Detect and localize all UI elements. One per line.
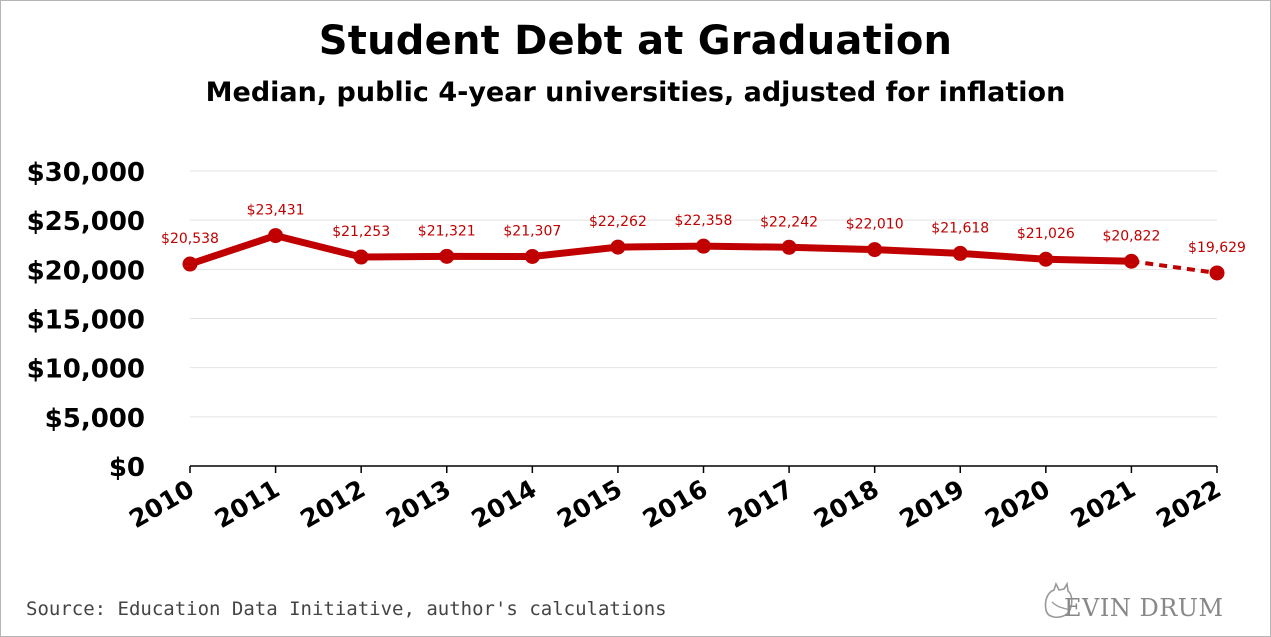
data-label: $20,822 [1102,228,1160,244]
chart-subtitle: Median, public 4-year universities, adju… [205,77,1066,108]
data-point [439,248,455,264]
data-point [268,228,284,244]
series-line-dashed [1131,259,1218,275]
x-axis: 2010 2011 2012 2013 2014 2015 2016 2017 2018 2019… [124,465,1226,534]
data-label: $21,321 [418,223,476,239]
data-label: $22,010 [846,217,904,233]
data-point [1209,265,1225,281]
data-point [696,238,711,254]
data-point [867,242,883,258]
y-tick-label: $0 [109,453,145,483]
x-tick-label: 2012 [295,474,370,534]
series-line [188,232,1218,275]
data-point [610,239,626,255]
data-point [182,256,198,272]
data-point [952,245,968,261]
x-tick-label: 2011 [210,474,285,534]
x-tick-label: 2016 [638,474,713,534]
y-axis-ticks: $0 $5,000 $10,000 $15,000 $20,000 $25,000 $30,… [27,158,145,483]
data-label: $21,026 [1017,226,1075,242]
data-label: $21,307 [503,223,561,239]
data-label: $21,253 [332,224,390,240]
gridlines [190,170,1217,418]
data-labels: $20,538 $23,431 $21,253 $21,321 $21,307 $22,2… [161,203,1246,256]
y-tick-label: $10,000 [27,355,145,385]
data-label: $21,618 [931,220,989,236]
data-point [524,248,540,264]
data-label: $19,629 [1188,240,1246,256]
x-tick-label: 2019 [894,474,969,534]
y-tick-label: $25,000 [27,207,145,237]
x-tick-label: 2022 [1151,474,1226,534]
x-tick-label: 2021 [1066,474,1141,534]
x-tick-label: 2013 [381,474,456,534]
x-tick-label: 2010 [124,474,199,534]
data-label: $23,431 [247,203,305,219]
y-tick-label: $5,000 [45,404,145,434]
data-point [1123,253,1139,269]
data-point [781,239,797,255]
x-tick-label: 2020 [980,474,1055,534]
x-tick-label: 2014 [467,474,542,534]
y-tick-label: $30,000 [27,158,145,188]
data-point [1038,251,1054,267]
data-label: $22,242 [760,214,818,230]
source-note: Source: Education Data Initiative, autho… [26,598,667,620]
x-tick-label: 2015 [552,474,627,534]
x-tick-label: 2018 [809,474,884,534]
y-tick-label: $20,000 [27,256,145,286]
data-label: $20,538 [161,231,219,247]
data-point [353,249,369,265]
y-tick-label: $15,000 [27,306,145,336]
series-points [182,228,1225,281]
brand-name: EVIN DRUM [1064,594,1224,622]
brand-logo: EVIN DRUM [1040,580,1240,624]
data-label: $22,358 [675,213,733,229]
x-tick-label: 2017 [723,474,798,534]
chart-title: Student Debt at Graduation [318,18,953,64]
data-label: $22,262 [589,214,647,230]
series-line-solid [188,232,1132,268]
cat-icon [1044,581,1073,619]
